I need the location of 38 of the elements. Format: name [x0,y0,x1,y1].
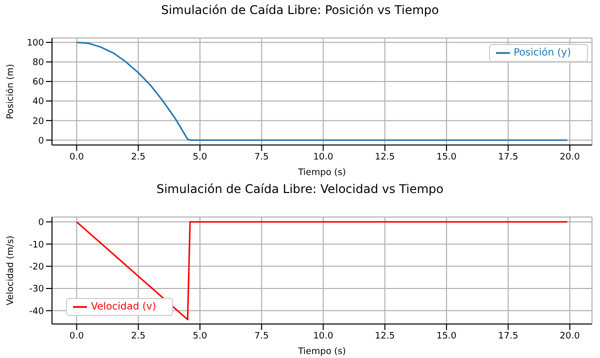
x-tick-label: 5.0 [192,331,208,342]
x-tick-label: 15.0 [436,152,457,162]
x-tick-label: 12.5 [374,331,395,342]
line-series [76,42,568,141]
y-tick-label: 40 [32,97,44,108]
y-tick-label: 20 [32,116,44,127]
x-tick-label: 0.0 [69,331,84,342]
x-tick-label: 15.0 [436,331,457,342]
chart-title: Simulación de Caída Libre: Velocidad vs Tiempo [155,181,444,197]
y-tick-label: -40 [29,306,44,317]
y-tick-label: 0 [38,218,44,228]
x-tick-label: 2.5 [131,152,146,162]
x-tick-label: 5.0 [192,152,208,162]
x-tick-label: 7.5 [254,331,269,342]
x-axis-title: Tiempo (s) [297,168,346,178]
y-axis-title: Velocidad (m/s) [6,236,16,306]
x-tick-label: 7.5 [254,152,269,162]
x-tick-label: 17.5 [498,152,518,162]
x-tick-label: 0.0 [69,152,84,162]
legend-label: Posición (y) [514,48,571,59]
x-tick-label: 17.5 [498,331,518,342]
x-axis-title: Tiempo (s) [297,347,346,357]
y-tick-label: -10 [29,240,44,250]
y-tick-label: 100 [26,38,44,49]
x-tick-label: 10.0 [313,331,334,342]
legend-label: Velocidad (v) [91,302,156,313]
x-tick-label: 20.0 [560,152,580,162]
x-tick-label: 12.5 [374,152,395,162]
y-tick-label: 0 [38,136,44,146]
x-tick-label: 2.5 [131,331,146,342]
y-tick-label: -20 [29,262,44,272]
y-tick-label: 60 [32,78,44,88]
x-tick-label: 10.0 [313,152,334,162]
x-tick-label: 20.0 [560,331,580,342]
y-axis-title: Posición (m) [5,64,16,120]
y-tick-label: -30 [29,284,44,295]
y-tick-label: 80 [32,58,44,68]
chart-title: Simulación de Caída Libre: Posición vs Tiempo [160,2,440,18]
